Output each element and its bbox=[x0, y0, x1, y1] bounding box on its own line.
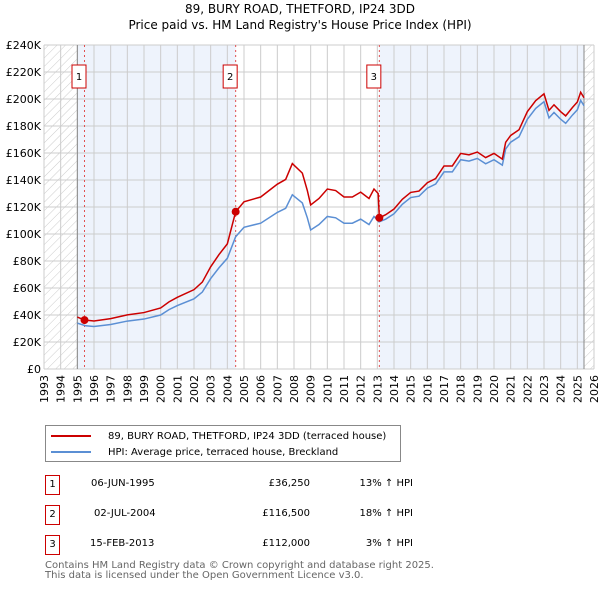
legend-swatch-red bbox=[51, 435, 91, 437]
x-tick-label: 2014 bbox=[388, 375, 401, 403]
y-tick-label: £200K bbox=[6, 93, 42, 106]
property-price-line bbox=[77, 90, 585, 322]
chart-title: 89, BURY ROAD, THETFORD, IP24 3DD bbox=[184, 2, 416, 16]
transaction-date: 15-FEB-2013 bbox=[90, 538, 155, 549]
sale-label-box bbox=[366, 64, 382, 89]
transaction-marker: 2 bbox=[45, 505, 60, 525]
x-tick-label: 2007 bbox=[271, 375, 284, 403]
x-tick-label: 1995 bbox=[71, 375, 84, 403]
transaction-row: 1 06-JUN-1995 £36,250 13% ↑ HPI bbox=[45, 475, 465, 495]
x-tick-label: 2025 bbox=[571, 375, 584, 403]
x-tick-label: 2004 bbox=[221, 375, 234, 403]
transaction-price: £36,250 bbox=[268, 478, 310, 489]
x-tick-label: 2009 bbox=[305, 375, 318, 403]
x-tick-label: 2011 bbox=[338, 375, 351, 403]
hpi-line bbox=[77, 98, 585, 328]
footer-licence: This data is licensed under the Open Gov… bbox=[45, 570, 364, 581]
sale-point bbox=[80, 316, 89, 325]
legend: 89, BURY ROAD, THETFORD, IP24 3DD (terra… bbox=[45, 425, 401, 462]
legend-swatch-blue bbox=[51, 451, 91, 453]
transaction-price: £116,500 bbox=[262, 508, 310, 519]
transaction-row: 2 02-JUL-2004 £116,500 18% ↑ HPI bbox=[45, 505, 465, 525]
legend-item-hpi: HPI: Average price, terraced house, Brec… bbox=[46, 444, 338, 460]
x-tick-label: 2015 bbox=[405, 375, 418, 403]
sale-label: 3 bbox=[371, 72, 377, 83]
y-tick-label: £60K bbox=[13, 282, 42, 295]
y-tick-label: £80K bbox=[13, 255, 42, 268]
x-tick-label: 2020 bbox=[488, 375, 501, 403]
transaction-date: 06-JUN-1995 bbox=[91, 478, 155, 489]
price-chart: 1993 1994 1995 1996 1997 1998 1999 2000 2001 2002… bbox=[6, 39, 600, 403]
legend-label: 89, BURY ROAD, THETFORD, IP24 3DD (terra… bbox=[108, 430, 387, 442]
transaction-price: £112,000 bbox=[262, 538, 310, 549]
legend-label: HPI: Average price, terraced house, Brec… bbox=[108, 446, 339, 458]
x-tick-label: 1994 bbox=[55, 375, 68, 403]
y-tick-label: £20K bbox=[13, 336, 42, 349]
transaction-hpi: 18% ↑ HPI bbox=[359, 508, 413, 519]
x-tick-label: 2024 bbox=[555, 375, 568, 403]
transaction-marker: 1 bbox=[45, 475, 60, 495]
y-tick-label: £100K bbox=[6, 228, 42, 241]
x-tick-label: 2022 bbox=[521, 375, 534, 403]
sale-label: 2 bbox=[227, 72, 233, 83]
y-tick-label: £40K bbox=[13, 309, 42, 322]
y-tick-label: £140K bbox=[6, 174, 42, 187]
sale-point bbox=[375, 213, 384, 222]
sale-label: 1 bbox=[76, 72, 82, 83]
y-tick-label: £240K bbox=[6, 39, 42, 52]
transaction-row: 3 15-FEB-2013 £112,000 3% ↑ HPI bbox=[45, 535, 465, 555]
y-tick-label: £180K bbox=[6, 120, 42, 133]
x-tick-label: 2013 bbox=[371, 375, 384, 403]
sale-label-box bbox=[71, 64, 87, 89]
legend-item-property: 89, BURY ROAD, THETFORD, IP24 3DD (terra… bbox=[46, 428, 386, 444]
x-tick-label: 2006 bbox=[255, 375, 268, 403]
x-tick-label: 2023 bbox=[538, 375, 551, 403]
x-tick-label: 2012 bbox=[355, 375, 368, 403]
transaction-hpi: 13% ↑ HPI bbox=[359, 478, 413, 489]
x-tick-label: 2005 bbox=[238, 375, 251, 403]
x-tick-label: 2000 bbox=[155, 375, 168, 403]
x-tick-label: 2008 bbox=[288, 375, 301, 403]
x-tick-label: 1997 bbox=[105, 375, 118, 403]
x-tick-label: 2017 bbox=[438, 375, 451, 403]
x-tick-label: 2002 bbox=[188, 375, 201, 403]
x-tick-label: 1996 bbox=[88, 375, 101, 403]
x-tick-label: 1999 bbox=[138, 375, 151, 403]
transaction-marker: 3 bbox=[45, 535, 60, 555]
transaction-date: 02-JUL-2004 bbox=[94, 508, 156, 519]
x-tick-label: 1998 bbox=[121, 375, 134, 403]
x-tick-label: 2019 bbox=[471, 375, 484, 403]
chart-subtitle: Price paid vs. HM Land Registry's House … bbox=[128, 18, 472, 32]
y-tick-label: £120K bbox=[6, 201, 42, 214]
y-tick-label: £160K bbox=[6, 147, 42, 160]
sale-point bbox=[231, 207, 240, 216]
x-tick-label: 2016 bbox=[421, 375, 434, 403]
x-tick-label: 2010 bbox=[321, 375, 334, 403]
x-tick-label: 1993 bbox=[38, 375, 51, 403]
sale-label-box bbox=[222, 64, 238, 89]
x-tick-label: 2001 bbox=[171, 375, 184, 403]
x-tick-label: 2018 bbox=[455, 375, 468, 403]
x-tick-label: 2003 bbox=[205, 375, 218, 403]
x-tick-label: 2021 bbox=[505, 375, 518, 403]
footer-copyright: Contains HM Land Registry data © Crown c… bbox=[45, 560, 434, 571]
y-tick-label: £220K bbox=[6, 66, 42, 79]
y-tick-label: £0 bbox=[27, 363, 41, 376]
transaction-hpi: 3% ↑ HPI bbox=[365, 538, 413, 549]
x-tick-label: 2026 bbox=[588, 375, 600, 403]
